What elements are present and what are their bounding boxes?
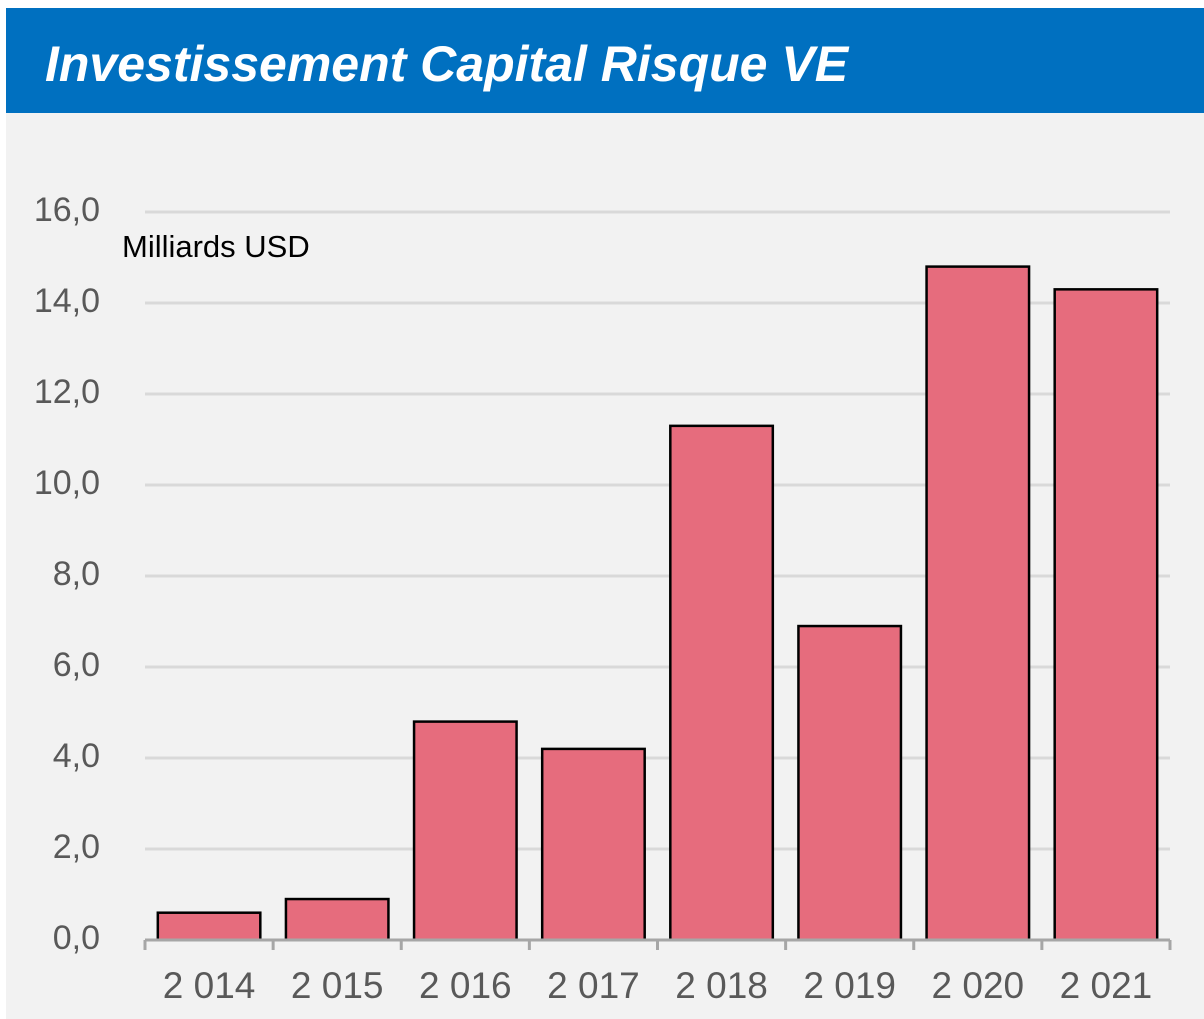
y-tick-label: 16,0 — [34, 191, 100, 229]
x-tick-label: 2 015 — [291, 965, 384, 1006]
x-tick-label: 2 014 — [163, 965, 256, 1006]
bar — [540, 747, 646, 942]
x-tick-label: 2 018 — [675, 965, 768, 1006]
bar — [797, 624, 903, 942]
chart-title: Investissement Capital Risque VE — [45, 36, 850, 92]
y-tick-label: 12,0 — [34, 373, 100, 411]
x-tick-label: 2 017 — [547, 965, 640, 1006]
x-tick-label: 2 021 — [1060, 965, 1153, 1006]
y-tick-label: 10,0 — [34, 464, 100, 502]
x-tick-label: 2 016 — [419, 965, 512, 1006]
y-tick-label: 4,0 — [53, 737, 100, 775]
title-bar — [6, 8, 1204, 113]
bar — [284, 897, 390, 942]
bar — [412, 720, 518, 942]
y-tick-label: 14,0 — [34, 282, 100, 320]
bar — [669, 424, 775, 942]
y-tick-label: 6,0 — [53, 646, 100, 684]
bar — [1053, 288, 1159, 942]
y-tick-label: 8,0 — [53, 555, 100, 593]
plot-area: 0,0 2,0 4,0 6,0 8,0 10,0 12,0 14,0 16,0 2 014 2 01… — [34, 191, 1172, 1006]
y-tick-label: 0,0 — [53, 919, 100, 957]
bar — [156, 911, 262, 942]
axis-unit-annotation: Milliards USD — [122, 229, 310, 264]
bar — [925, 265, 1031, 942]
y-tick-label: 2,0 — [53, 828, 100, 866]
x-tick-label: 2 019 — [803, 965, 896, 1006]
x-tick-label: 2 020 — [932, 965, 1025, 1006]
